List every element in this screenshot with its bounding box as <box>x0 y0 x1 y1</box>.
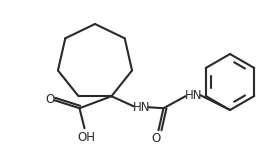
Text: O: O <box>46 93 55 106</box>
Text: HN: HN <box>133 101 150 114</box>
Text: OH: OH <box>78 131 95 144</box>
Text: O: O <box>152 132 161 145</box>
Text: HN: HN <box>185 89 202 102</box>
